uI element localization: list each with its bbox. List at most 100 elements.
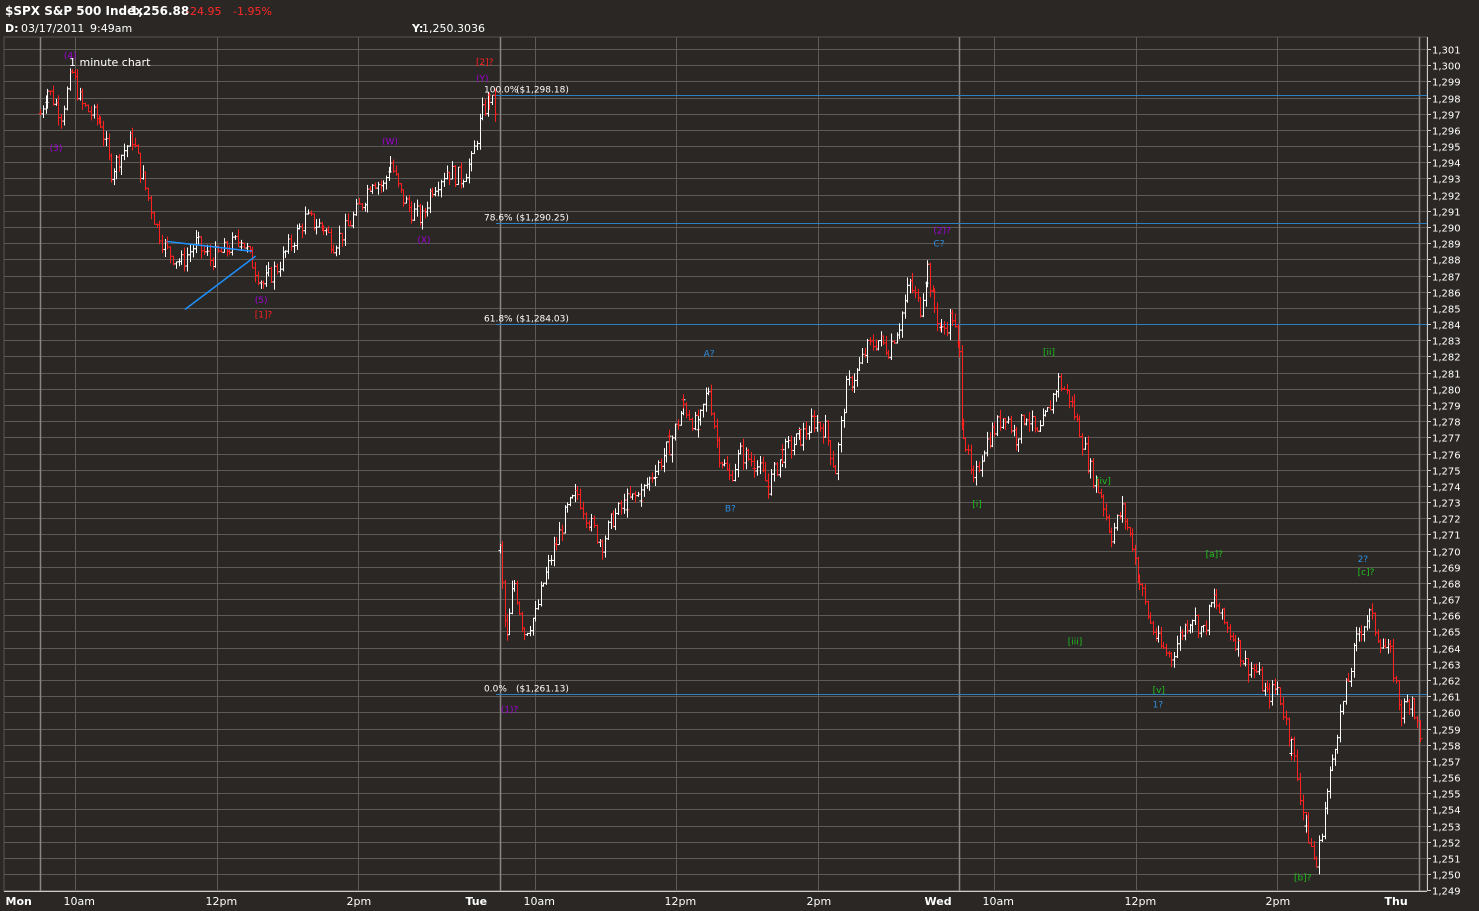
y-tick-label: 1,291	[1432, 208, 1461, 219]
y-tick-label: 1,271	[1432, 531, 1461, 542]
x-tick-label: 10am	[524, 895, 555, 908]
wave-label: (5)	[255, 296, 268, 306]
y-readout-label: Y:	[412, 22, 424, 35]
wave-label: (X)	[417, 236, 430, 246]
y-tick-label: 1,274	[1432, 483, 1461, 494]
y-tick-label: 1,288	[1432, 256, 1461, 267]
wave-label: (3)	[50, 144, 63, 154]
y-tick-label: 1,294	[1432, 159, 1461, 170]
y-tick-label: 1,278	[1432, 418, 1461, 429]
symbol-title: $SPX S&P 500 Index	[5, 4, 143, 18]
x-tick-label: Thu	[1385, 895, 1408, 908]
fib-percent-label: 61.8%	[484, 315, 513, 325]
y-tick-label: 1,255	[1432, 790, 1461, 801]
y-tick-label: 1,275	[1432, 467, 1461, 478]
y-tick-label: 1,286	[1432, 289, 1461, 300]
wave-label: C?	[933, 239, 944, 249]
y-tick-label: 1,252	[1432, 839, 1461, 850]
x-tick-label: 12pm	[665, 895, 697, 908]
y-tick-label: 1,264	[1432, 645, 1461, 656]
y-tick-label: 1,285	[1432, 305, 1461, 316]
y-tick-label: 1,265	[1432, 628, 1461, 639]
wave-label: [ii]	[1043, 348, 1055, 358]
y-tick-label: 1,267	[1432, 596, 1461, 607]
y-tick-label: 1,262	[1432, 677, 1461, 688]
y-tick-label: 1,277	[1432, 434, 1461, 445]
y-tick-label: 1,254	[1432, 806, 1461, 817]
y-tick-label: 1,259	[1432, 726, 1461, 737]
wave-label: [i]	[972, 500, 982, 510]
trendline	[167, 240, 253, 252]
wave-label: (4)	[64, 52, 77, 62]
y-tick-label: 1,301	[1432, 46, 1461, 57]
fib-percent-label: 0.0%	[484, 685, 507, 695]
x-tick-label: Wed	[925, 895, 952, 908]
wave-label: (Y)	[476, 74, 489, 84]
y-tick-label: 1,266	[1432, 612, 1461, 623]
y-readout-value: 1,250.3036	[422, 22, 485, 35]
last-price: 1,256.88	[130, 4, 190, 18]
wave-label: [iv]	[1096, 477, 1111, 487]
y-tick-label: 1,251	[1432, 855, 1461, 866]
fib-price-label: ($1,290.25)	[516, 214, 569, 224]
x-tick-label: 10am	[64, 895, 95, 908]
y-tick-label: 1,300	[1432, 62, 1461, 73]
y-tick-label: 1,283	[1432, 337, 1461, 348]
date-value: 03/17/2011	[21, 22, 85, 35]
y-tick-label: 1,256	[1432, 774, 1461, 785]
x-tick-label: Tue	[466, 895, 488, 908]
y-tick-label: 1,299	[1432, 78, 1461, 89]
x-tick-label: 2pm	[1266, 895, 1291, 908]
wave-label: (1)?	[501, 705, 519, 715]
y-tick-label: 1,293	[1432, 175, 1461, 186]
y-tick-label: 1,276	[1432, 451, 1461, 462]
y-tick-label: 1,280	[1432, 386, 1461, 397]
y-tick-label: 1,279	[1432, 402, 1461, 413]
y-tick-label: 1,272	[1432, 515, 1461, 526]
date-label: D:	[5, 22, 19, 35]
y-tick-label: 1,270	[1432, 548, 1461, 559]
y-tick-label: 1,292	[1432, 192, 1461, 203]
wave-label: [iii]	[1068, 637, 1083, 647]
x-tick-label: 12pm	[206, 895, 238, 908]
wave-label: 2?	[1358, 555, 1369, 565]
time-value: 9:49am	[90, 22, 133, 35]
fib-price-label: ($1,284.03)	[516, 315, 569, 325]
y-tick-label: 1,297	[1432, 111, 1461, 122]
fib-percent-label: 78.6%	[484, 214, 513, 224]
y-tick-label: 1,273	[1432, 499, 1461, 510]
price-change: -24.95	[186, 5, 222, 18]
y-tick-label: 1,269	[1432, 564, 1461, 575]
x-tick-label: Mon	[6, 895, 32, 908]
chart-header: $SPX S&P 500 Index 1,256.88 -24.95 -1.95…	[0, 0, 1479, 37]
wave-label: [a]?	[1206, 550, 1224, 560]
x-tick-label: 10am	[983, 895, 1014, 908]
y-tick-label: 1,260	[1432, 709, 1461, 720]
x-tick-label: 2pm	[347, 895, 372, 908]
wave-label: 1?	[1153, 701, 1164, 711]
y-tick-label: 1,287	[1432, 273, 1461, 284]
y-tick-label: 1,296	[1432, 127, 1461, 138]
y-tick-label: 1,250	[1432, 871, 1461, 882]
y-tick-label: 1,257	[1432, 758, 1461, 769]
wave-label: [1]?	[255, 311, 273, 321]
wave-label: A?	[704, 349, 715, 359]
fib-percent-label: 100.0%	[484, 86, 519, 96]
y-tick-label: 1,261	[1432, 693, 1461, 704]
y-tick-label: 1,289	[1432, 240, 1461, 251]
x-tick-label: 2pm	[807, 895, 832, 908]
y-tick-label: 1,253	[1432, 823, 1461, 834]
wave-label: [2]?	[476, 58, 494, 68]
plot-area	[3, 36, 1428, 892]
fib-price-label: ($1,298.18)	[516, 86, 569, 96]
wave-label: [v]	[1153, 686, 1165, 696]
y-tick-label: 1,268	[1432, 580, 1461, 591]
y-tick-label: 1,284	[1432, 321, 1461, 332]
trendline	[184, 255, 257, 311]
y-tick-label: 1,298	[1432, 95, 1461, 106]
price-change-percent: -1.95%	[233, 5, 272, 18]
y-tick-label: 1,290	[1432, 224, 1461, 235]
wave-label: [c]?	[1358, 568, 1375, 578]
y-tick-label: 1,282	[1432, 353, 1461, 364]
